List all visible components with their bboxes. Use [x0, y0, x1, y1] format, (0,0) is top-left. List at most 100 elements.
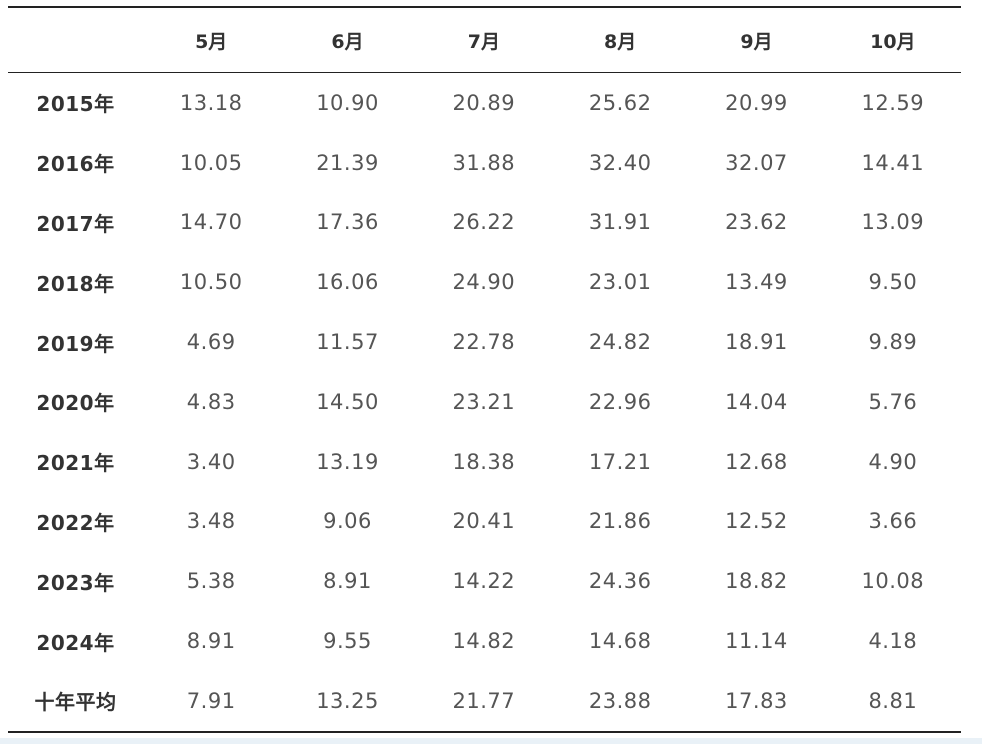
table-cell: 16.06 [316, 270, 379, 295]
row-label: 2021年 [36, 451, 115, 476]
table-cell: 8.91 [186, 629, 236, 654]
table-row: 2024年 8.91 9.55 14.82 14.68 11.14 4.18 [8, 611, 961, 671]
table-header: 5月 6月 7月 8月 9月 10月 [8, 7, 961, 73]
table-cell: 18.91 [725, 330, 788, 355]
bottom-divider-strip [0, 738, 982, 744]
table-cell: 17.21 [588, 449, 652, 474]
table-cell: 22.78 [452, 330, 516, 355]
table-row: 2016年 10.05 21.39 31.88 32.40 32.07 14.41 [8, 133, 961, 193]
table-cell: 26.22 [452, 210, 516, 235]
table-cell: 13.09 [861, 210, 925, 235]
table-cell: 4.18 [868, 629, 918, 654]
column-header: 5月 [195, 30, 228, 53]
column-header: 8月 [604, 30, 637, 53]
row-label: 2020年 [36, 391, 115, 416]
table-cell: 11.57 [316, 330, 379, 355]
table-cell: 14.04 [725, 389, 788, 414]
monthly-data-table: 5月 6月 7月 8月 9月 10月 2015年 13.18 10.90 20.89 2… [8, 6, 961, 733]
table-cell: 11.14 [725, 629, 788, 654]
table-cell: 9.06 [323, 509, 372, 534]
table-cell: 13.49 [725, 270, 788, 295]
table-cell: 24.36 [588, 569, 652, 594]
row-label: 2019年 [36, 331, 115, 356]
table-cell: 18.38 [452, 449, 516, 474]
table-cell: 14.22 [452, 569, 516, 594]
column-header: 7月 [467, 30, 500, 53]
table-cell: 23.62 [725, 210, 788, 235]
row-label: 2015年 [36, 92, 115, 117]
table-cell: 32.07 [725, 150, 788, 175]
table-cell: 24.90 [452, 270, 516, 295]
row-label: 2017年 [36, 211, 115, 236]
table-row: 2019年 4.69 11.57 22.78 24.82 18.91 9.89 [8, 312, 961, 372]
table-cell: 14.70 [179, 210, 243, 235]
table-cell: 21.86 [588, 509, 652, 534]
column-header: 9月 [740, 30, 773, 53]
table-cell: 21.77 [452, 688, 516, 713]
table-cell: 22.96 [588, 389, 652, 414]
table-cell: 13.25 [316, 688, 379, 713]
table-cell: 23.88 [588, 688, 652, 713]
table-cell: 3.48 [186, 509, 236, 534]
table-row: 2023年 5.38 8.91 14.22 24.36 18.82 10.08 [8, 551, 961, 611]
table-row: 2018年 10.50 16.06 24.90 23.01 13.49 9.50 [8, 252, 961, 312]
table-cell: 17.83 [725, 688, 788, 713]
table-cell: 23.21 [452, 389, 516, 414]
table-row: 2015年 13.18 10.90 20.89 25.62 20.99 12.59 [8, 73, 961, 133]
table-cell: 12.52 [725, 509, 788, 534]
table-cell: 12.68 [725, 449, 788, 474]
table-cell: 3.66 [868, 509, 918, 534]
table-cell: 3.40 [186, 449, 236, 474]
table-cell: 24.82 [588, 330, 652, 355]
table-cell: 5.38 [186, 569, 236, 594]
table-cell: 23.01 [588, 270, 652, 295]
header-row: 5月 6月 7月 8月 9月 10月 [8, 7, 961, 73]
table-cell: 25.62 [588, 90, 652, 115]
table-cell: 9.50 [868, 270, 918, 295]
row-label: 2023年 [36, 570, 115, 595]
row-label: 2016年 [36, 152, 115, 177]
table-cell: 5.76 [868, 389, 918, 414]
data-table-container: 5月 6月 7月 8月 9月 10月 2015年 13.18 10.90 20.89 2… [8, 6, 961, 733]
table-cell: 4.90 [868, 449, 918, 474]
table-cell: 9.89 [868, 330, 918, 355]
table-cell: 12.59 [861, 90, 925, 115]
table-cell: 13.18 [179, 90, 243, 115]
table-cell: 4.69 [186, 330, 236, 355]
table-cell: 31.91 [588, 210, 652, 235]
table-cell: 7.91 [186, 688, 236, 713]
row-label: 2018年 [36, 271, 115, 296]
table-row: 2021年 3.40 13.19 18.38 17.21 12.68 4.90 [8, 432, 961, 492]
table-cell: 20.89 [452, 90, 516, 115]
table-cell: 9.55 [323, 629, 372, 654]
table-row: 2022年 3.48 9.06 20.41 21.86 12.52 3.66 [8, 492, 961, 552]
column-header: 10月 [870, 30, 916, 53]
table-cell: 14.41 [861, 150, 925, 175]
table-cell: 20.41 [452, 509, 516, 534]
table-cell: 17.36 [316, 210, 379, 235]
table-row: 2017年 14.70 17.36 26.22 31.91 23.62 13.09 [8, 193, 961, 253]
table-cell: 8.81 [868, 688, 918, 713]
table-cell: 21.39 [316, 150, 379, 175]
row-label: 2024年 [36, 630, 115, 655]
table-cell: 20.99 [725, 90, 788, 115]
table-cell: 13.19 [316, 449, 379, 474]
table-row: 2020年 4.83 14.50 23.21 22.96 14.04 5.76 [8, 372, 961, 432]
table-cell: 8.91 [323, 569, 372, 594]
table-cell: 14.82 [452, 629, 516, 654]
row-label: 2022年 [36, 510, 115, 535]
column-header: 6月 [331, 30, 364, 53]
table-cell: 31.88 [452, 150, 516, 175]
row-label: 十年平均 [34, 690, 117, 715]
table-cell: 14.50 [316, 389, 379, 414]
table-cell: 10.90 [316, 90, 379, 115]
table-cell: 14.68 [588, 629, 652, 654]
table-cell: 10.08 [861, 569, 925, 594]
table-cell: 4.83 [186, 389, 236, 414]
table-body: 2015年 13.18 10.90 20.89 25.62 20.99 12.59 2016年… [8, 73, 961, 732]
table-cell: 18.82 [725, 569, 788, 594]
table-row: 十年平均 7.91 13.25 21.77 23.88 17.83 8.81 [8, 671, 961, 732]
table-cell: 32.40 [588, 150, 652, 175]
table-cell: 10.05 [179, 150, 243, 175]
header-corner-cell [8, 7, 143, 73]
